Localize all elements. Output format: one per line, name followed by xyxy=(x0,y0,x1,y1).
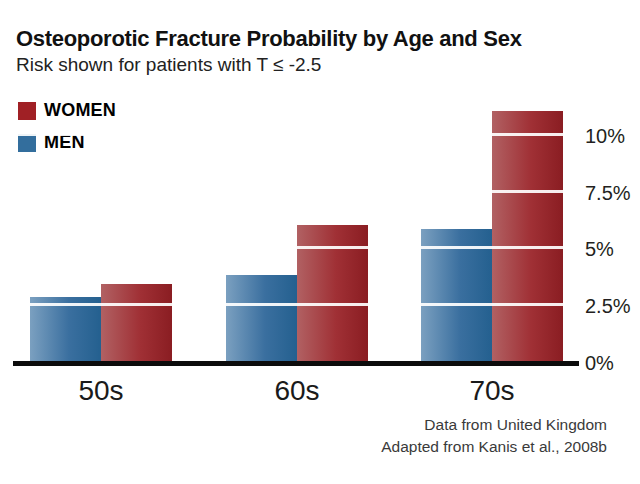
y-tick-label-10: 10% xyxy=(585,125,625,147)
x-tick-label-50s: 50s xyxy=(51,376,151,406)
chart-canvas: Osteoporotic Fracture Probability by Age… xyxy=(0,0,640,484)
x-tick-label-70s: 70s xyxy=(442,376,542,406)
y-tick-label-5: 5% xyxy=(585,238,614,260)
gridline-10 xyxy=(13,133,579,136)
plot-area: 0% 2.5% 5% 7.5% 10% 50s 60s 70s xyxy=(0,0,640,484)
x-axis-line xyxy=(13,361,579,366)
y-tick-label-0: 0% xyxy=(585,352,614,374)
source-note: Data from United Kingdom Adapted from Ka… xyxy=(381,414,607,458)
bar-men-50s xyxy=(30,297,101,361)
gridline-7.5 xyxy=(13,190,579,193)
gridline-5 xyxy=(13,246,579,249)
source-note-line2: Adapted from Kanis et al., 2008b xyxy=(381,436,607,458)
x-tick-label-60s: 60s xyxy=(247,376,347,406)
y-tick-label-7.5: 7.5% xyxy=(585,182,631,204)
gridline-2.5 xyxy=(13,303,579,306)
bar-women-50s xyxy=(101,284,172,361)
bar-women-70s xyxy=(492,111,563,361)
y-tick-label-2.5: 2.5% xyxy=(585,295,631,317)
bar-men-60s xyxy=(226,275,297,361)
source-note-line1: Data from United Kingdom xyxy=(381,414,607,436)
